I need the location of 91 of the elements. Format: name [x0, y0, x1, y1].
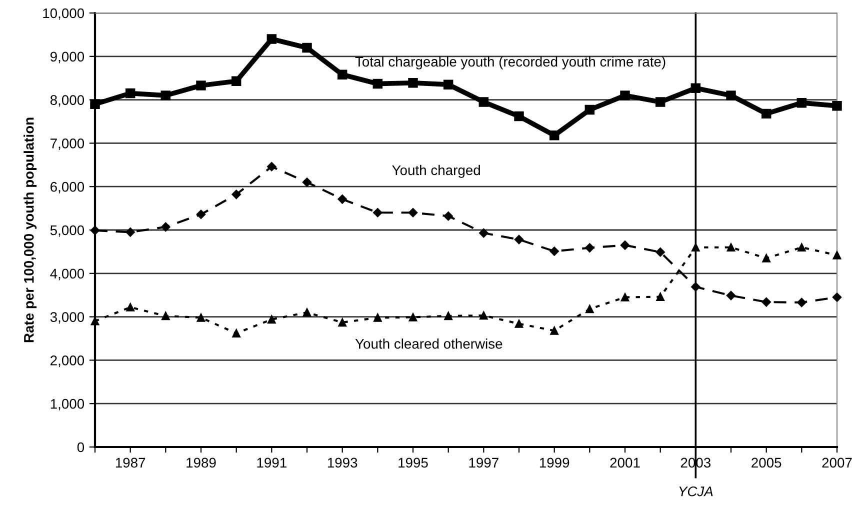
point: [232, 329, 240, 338]
point: [268, 315, 276, 324]
point: [161, 222, 170, 232]
point: [196, 80, 206, 90]
point: [514, 234, 524, 244]
y-tick-label: 2,000: [50, 356, 84, 368]
point: [620, 90, 630, 100]
y-tick-label: 7,000: [50, 138, 84, 150]
y-tick-label: 3,000: [50, 312, 84, 324]
point: [126, 303, 134, 312]
point: [762, 297, 771, 307]
y-tick-label: 0: [77, 442, 84, 452]
point: [585, 243, 594, 252]
point: [726, 290, 736, 300]
point: [796, 98, 807, 108]
point: [338, 194, 347, 204]
series-label: Youth cleared otherwise: [355, 338, 502, 349]
point: [374, 314, 382, 322]
y-tick-label: 1,000: [50, 398, 84, 410]
x-tick-label: 1993: [328, 458, 358, 468]
y-tick-label: 8,000: [50, 95, 84, 107]
point: [126, 228, 135, 237]
point: [549, 130, 560, 140]
point: [302, 178, 312, 187]
point: [196, 210, 206, 219]
point: [797, 298, 806, 308]
x-tick-label: 2005: [752, 458, 782, 468]
point: [444, 312, 452, 320]
point: [90, 99, 100, 109]
point: [479, 228, 488, 238]
y-tick-label: 6,000: [50, 182, 84, 194]
x-tick-label: 1989: [186, 458, 216, 468]
point: [443, 80, 454, 90]
point: [655, 97, 666, 107]
y-tick-label: 5,000: [50, 225, 84, 237]
point: [762, 254, 770, 262]
point: [478, 97, 489, 107]
point: [267, 162, 276, 172]
point: [656, 248, 665, 257]
point: [514, 320, 524, 328]
point: [832, 101, 842, 111]
point: [620, 240, 630, 250]
x-tick-label: 2001: [610, 458, 640, 468]
y-tick-label: 9,000: [50, 52, 84, 64]
x-tick-label: 1999: [540, 458, 570, 468]
y-tick-label: 4,000: [50, 268, 84, 280]
point: [372, 78, 383, 89]
point: [620, 293, 630, 302]
x-tick-label: 1987: [116, 458, 146, 468]
point: [798, 243, 806, 252]
series-label: Total chargeable youth (recorded youth crime rate): [355, 56, 666, 70]
point: [726, 90, 736, 100]
point: [584, 104, 595, 115]
point: [550, 246, 559, 256]
point: [160, 90, 171, 100]
point: [338, 318, 346, 327]
point: [690, 83, 701, 93]
x-tick-label: 1997: [469, 458, 498, 468]
x-tick-label: 1995: [398, 458, 428, 468]
point: [337, 70, 348, 80]
point: [302, 42, 312, 53]
point: [125, 88, 136, 98]
point: [726, 243, 736, 252]
point: [408, 78, 418, 88]
point: [444, 211, 453, 221]
point: [832, 251, 842, 260]
point: [162, 312, 170, 320]
point: [692, 243, 700, 252]
ref-line-label: YCJA: [679, 486, 713, 496]
y-tick-label: 10,000: [43, 8, 84, 20]
point: [550, 326, 558, 335]
x-tick-label: 2007: [822, 458, 852, 468]
x-tick-label: 1991: [257, 458, 286, 468]
point: [514, 111, 524, 122]
point: [232, 190, 241, 200]
point: [196, 314, 206, 322]
text: Youth charged: [392, 164, 480, 178]
point: [761, 108, 772, 119]
point: [480, 311, 488, 320]
point: [408, 208, 418, 218]
point: [90, 226, 100, 236]
point: [832, 292, 842, 302]
point: [586, 304, 594, 314]
point: [408, 313, 418, 322]
point: [231, 76, 242, 86]
point: [373, 208, 382, 218]
point: [656, 292, 664, 302]
point: [691, 282, 700, 292]
point: [302, 308, 312, 317]
point: [266, 34, 277, 44]
y-axis-title: Rate per 100,000 youth population: [24, 118, 37, 342]
